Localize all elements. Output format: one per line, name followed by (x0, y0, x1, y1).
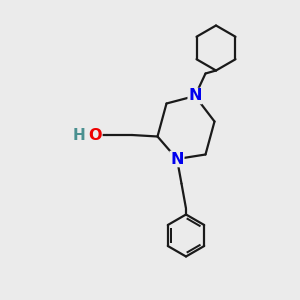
Text: N: N (170, 152, 184, 166)
Text: N: N (188, 88, 202, 104)
Text: H: H (72, 128, 85, 142)
Text: O: O (88, 128, 102, 142)
